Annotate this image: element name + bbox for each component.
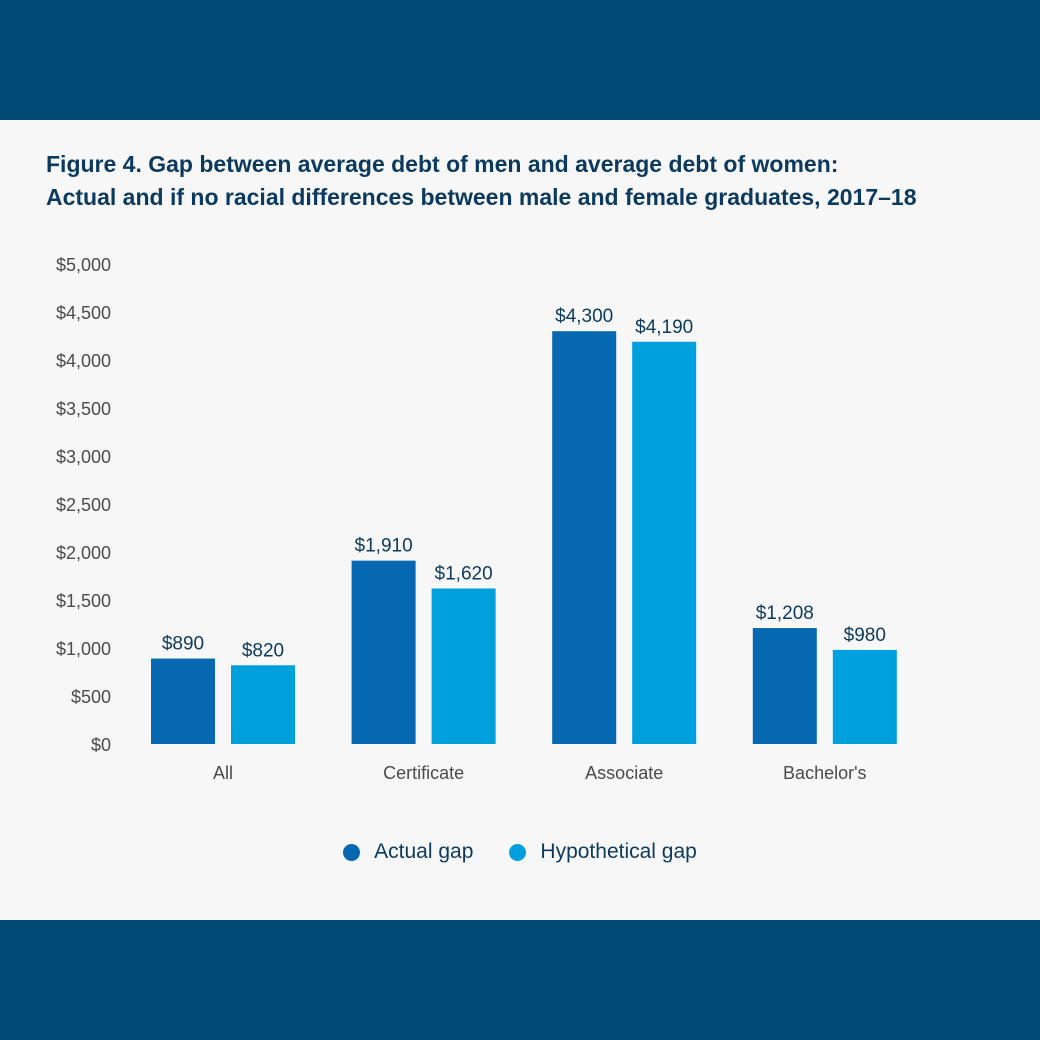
- y-tick-label: $3,500: [56, 399, 111, 419]
- legend-item-actual: Actual gap: [343, 840, 473, 864]
- y-axis-ticks: $0 $500 $1,000 $1,500 $2,000 $2,500 $3,000 $3,5…: [56, 255, 111, 755]
- figure-title: Figure 4. Gap between average debt of me…: [46, 148, 1026, 214]
- bar-actual-gap: [752, 628, 817, 744]
- x-tick-label: All: [213, 763, 233, 783]
- y-tick-label: $4,500: [56, 303, 111, 323]
- y-tick-label: $500: [71, 687, 111, 707]
- legend-label-actual: Actual gap: [374, 840, 474, 863]
- bar-value-label: $1,910: [355, 536, 413, 557]
- legend: Actual gap Hypothetical gap: [0, 834, 1040, 870]
- bars: [151, 331, 897, 744]
- bar-value-label: $4,190: [635, 317, 693, 338]
- y-tick-label: $4,000: [56, 351, 111, 371]
- y-tick-label: $0: [91, 735, 111, 755]
- bar-value-labels: $890 $820 $1,910 $1,620 $4,300 $4,190 $1,208 $9…: [162, 306, 886, 661]
- x-tick-label: Certificate: [383, 763, 464, 783]
- bar-value-label: $4,300: [555, 306, 613, 327]
- bar-value-label: $1,620: [435, 563, 493, 584]
- bar-value-label: $980: [844, 625, 886, 646]
- figure-title-line-2: Actual and if no racial differences betw…: [46, 184, 917, 210]
- bar-actual-gap: [151, 658, 215, 744]
- bar-hypothetical-gap: [632, 341, 697, 744]
- legend-swatch-hypothetical: [509, 843, 527, 861]
- y-tick-label: $5,000: [56, 255, 111, 275]
- x-tick-label: Bachelor's: [783, 763, 866, 783]
- bar-hypothetical-gap: [431, 588, 496, 744]
- y-tick-label: $2,000: [56, 543, 111, 563]
- figure-title-line-1: Figure 4. Gap between average debt of me…: [46, 151, 839, 177]
- legend-label-hypothetical: Hypothetical gap: [540, 840, 697, 863]
- x-axis-ticks: All Certificate Associate Bachelor's: [213, 763, 867, 783]
- header-band: [0, 0, 1040, 120]
- bar-hypothetical-gap: [832, 649, 897, 744]
- bar-actual-gap: [351, 560, 416, 744]
- footer-band: [0, 920, 1040, 1040]
- y-tick-label: $1,500: [56, 591, 111, 611]
- legend-swatch-actual: [343, 843, 361, 861]
- bar-value-label: $890: [162, 634, 204, 655]
- bar-actual-gap: [552, 331, 617, 744]
- legend-item-hypothetical: Hypothetical gap: [509, 840, 697, 864]
- y-tick-label: $3,000: [56, 447, 111, 467]
- y-tick-label: $1,000: [56, 639, 111, 659]
- x-tick-label: Associate: [585, 763, 663, 783]
- figure-panel: [0, 120, 1040, 920]
- bar-value-label: $820: [242, 640, 284, 661]
- bar-hypothetical-gap: [231, 665, 295, 744]
- bar-value-label: $1,208: [756, 603, 814, 624]
- y-tick-label: $2,500: [56, 495, 111, 515]
